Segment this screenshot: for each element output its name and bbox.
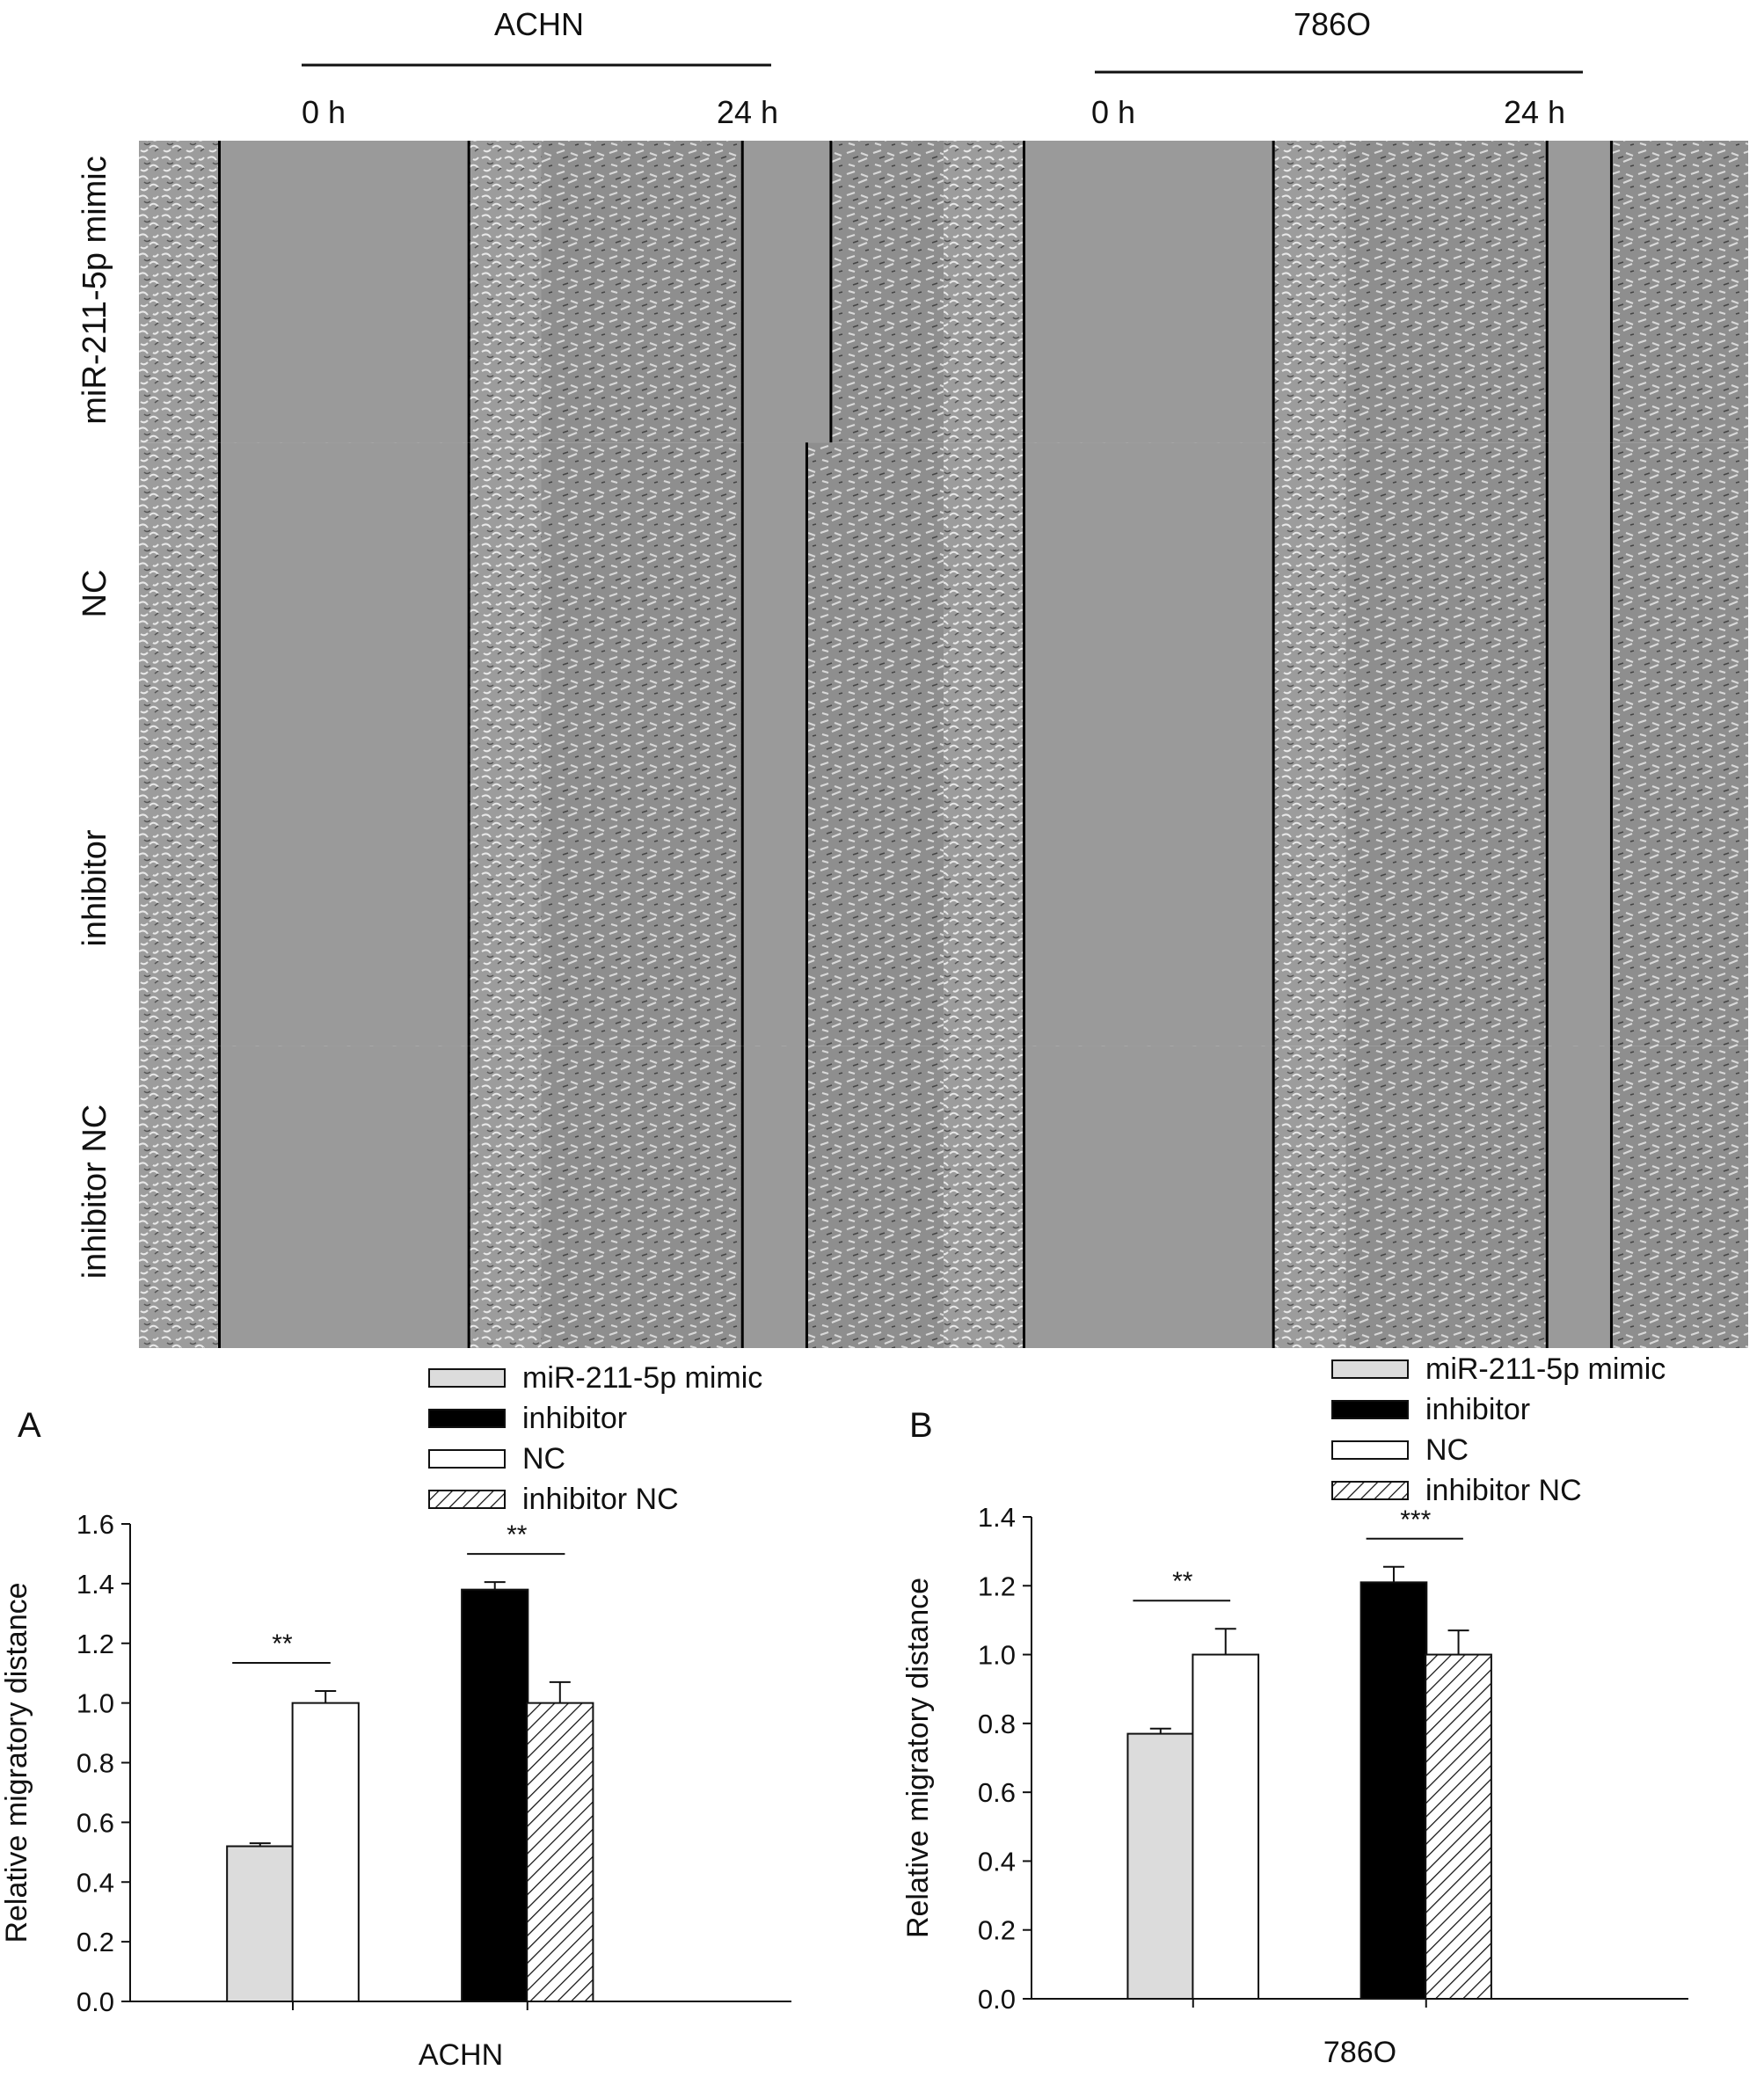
bar bbox=[1359, 1581, 1428, 2001]
micrograph-tile bbox=[1345, 1046, 1748, 1348]
micrograph-tile bbox=[139, 141, 542, 443]
legend-label: miR-211-5p mimic bbox=[522, 1361, 762, 1395]
row-label-inhibitor: inhibitor bbox=[77, 829, 113, 946]
row-label-mimic: miR-211-5p mimic bbox=[77, 156, 113, 424]
y-tick-label: 0.8 bbox=[77, 1748, 114, 1779]
legend-swatch bbox=[1331, 1481, 1409, 1500]
y-axis-label: Relative migratory distance bbox=[901, 1578, 935, 1938]
wound-gap bbox=[1547, 744, 1612, 1046]
y-tick-label: 0.4 bbox=[978, 1846, 1016, 1877]
x-axis-label: 786O bbox=[1323, 2036, 1396, 2069]
micrograph-tile bbox=[944, 1046, 1346, 1348]
wound-gap bbox=[219, 1046, 470, 1348]
y-tick-label: 1.6 bbox=[77, 1509, 114, 1540]
y-tick-label: 1.4 bbox=[978, 1502, 1016, 1533]
y-axis-label: Relative migratory distance bbox=[0, 1582, 33, 1943]
wound-gap bbox=[1024, 744, 1274, 1046]
legend-label: inhibitor NC bbox=[1425, 1474, 1582, 1507]
legend-label: NC bbox=[522, 1442, 565, 1476]
y-tick-label: 1.2 bbox=[978, 1571, 1016, 1601]
bar bbox=[226, 1845, 295, 2002]
bar bbox=[1192, 1653, 1260, 2000]
bar bbox=[291, 1702, 360, 2002]
panel-letter: A bbox=[18, 1406, 41, 1445]
row-label-inhibitor-nc: inhibitor NC bbox=[77, 1104, 113, 1279]
micrograph-tile bbox=[944, 141, 1346, 443]
y-tick-label: 0.6 bbox=[978, 1777, 1016, 1808]
wound-gap bbox=[742, 1046, 807, 1348]
wound-gap bbox=[1024, 141, 1274, 443]
cell-line-header-786o: 786O bbox=[1294, 6, 1371, 42]
wound-gap bbox=[219, 141, 470, 443]
legend-b: miR-211-5p mimic inhibitor NC inhibitor NC bbox=[1331, 1352, 1666, 1507]
y-tick-label: 1.0 bbox=[77, 1688, 114, 1719]
bar bbox=[1126, 1732, 1195, 2000]
legend-swatch bbox=[428, 1449, 506, 1469]
legend-label: NC bbox=[1425, 1433, 1469, 1467]
legend-swatch bbox=[428, 1368, 506, 1388]
significance-label: *** bbox=[1400, 1505, 1431, 1534]
micrograph-tile bbox=[541, 141, 944, 443]
bar bbox=[461, 1588, 529, 2002]
micrograph-grid bbox=[139, 141, 1748, 1348]
legend-swatch bbox=[1331, 1400, 1409, 1419]
wound-gap bbox=[1024, 442, 1274, 745]
wound-gap bbox=[1547, 1046, 1612, 1348]
micrograph-tile bbox=[944, 744, 1346, 1046]
legend-swatch bbox=[1331, 1440, 1409, 1460]
y-tick-label: 0.6 bbox=[77, 1807, 114, 1838]
micrograph-tile bbox=[1345, 141, 1748, 443]
wound-gap bbox=[742, 744, 807, 1046]
y-tick-label: 1.4 bbox=[77, 1569, 114, 1600]
y-tick-label: 0.0 bbox=[77, 1986, 114, 2017]
time-label-achn-0h: 0 h bbox=[302, 94, 346, 130]
time-label-786o-0h: 0 h bbox=[1091, 94, 1135, 130]
wound-gap bbox=[1024, 1046, 1274, 1348]
y-tick-label: 1.0 bbox=[978, 1640, 1016, 1671]
wound-gap bbox=[742, 141, 831, 443]
time-label-786o-24h: 24 h bbox=[1504, 94, 1565, 130]
wound-gap bbox=[1547, 442, 1612, 745]
wound-gap bbox=[219, 744, 470, 1046]
y-tick-label: 0.8 bbox=[978, 1709, 1016, 1739]
y-tick-label: 1.2 bbox=[77, 1629, 114, 1659]
significance-label: ** bbox=[272, 1629, 293, 1658]
y-tick-label: 0.4 bbox=[77, 1867, 114, 1898]
y-tick-label: 0.2 bbox=[77, 1927, 114, 1957]
significance-label: ** bbox=[1172, 1567, 1193, 1596]
micrograph-tile bbox=[139, 744, 542, 1046]
time-label-achn-24h: 24 h bbox=[717, 94, 778, 130]
legend-label: inhibitor bbox=[1425, 1393, 1530, 1426]
micrograph-tile bbox=[1345, 442, 1748, 745]
legend-a: miR-211-5p mimic inhibitor NC inhibitor NC bbox=[428, 1361, 762, 1516]
legend-label: inhibitor bbox=[522, 1402, 627, 1435]
significance-label: ** bbox=[507, 1520, 528, 1549]
cell-line-header-achn: ACHN bbox=[494, 6, 584, 42]
wound-gap bbox=[219, 442, 470, 745]
legend-swatch bbox=[1331, 1359, 1409, 1379]
bar bbox=[526, 1702, 594, 2002]
micrograph-tile bbox=[541, 1046, 944, 1348]
wound-gap bbox=[1547, 141, 1612, 443]
micrograph-tile bbox=[541, 442, 944, 745]
legend-label: inhibitor NC bbox=[522, 1483, 679, 1516]
chart-a: A 0.0 0.2 0.4 0.6 0.8 1.0 1.2 1.4 1.6 Relative mig… bbox=[0, 1406, 791, 2072]
micrograph-tile bbox=[139, 442, 542, 745]
row-label-nc: NC bbox=[77, 570, 113, 618]
panel-letter: B bbox=[909, 1406, 933, 1445]
micrograph-tile bbox=[541, 744, 944, 1046]
micrograph-tile bbox=[944, 442, 1346, 745]
y-tick-label: 0.2 bbox=[978, 1915, 1016, 1946]
legend-label: miR-211-5p mimic bbox=[1425, 1352, 1666, 1386]
legend-swatch bbox=[428, 1490, 506, 1509]
y-tick-label: 0.0 bbox=[978, 1984, 1016, 2015]
bar bbox=[1425, 1653, 1492, 2000]
wound-gap bbox=[742, 442, 807, 745]
chart-b: B 0.0 0.2 0.4 0.6 0.8 1.0 1.2 1.4 Relative migrat… bbox=[901, 1406, 1688, 2069]
legend-swatch bbox=[428, 1409, 506, 1428]
micrograph-tile bbox=[139, 1046, 542, 1348]
micrograph-tile bbox=[1345, 744, 1748, 1046]
x-axis-label: ACHN bbox=[419, 2038, 503, 2072]
